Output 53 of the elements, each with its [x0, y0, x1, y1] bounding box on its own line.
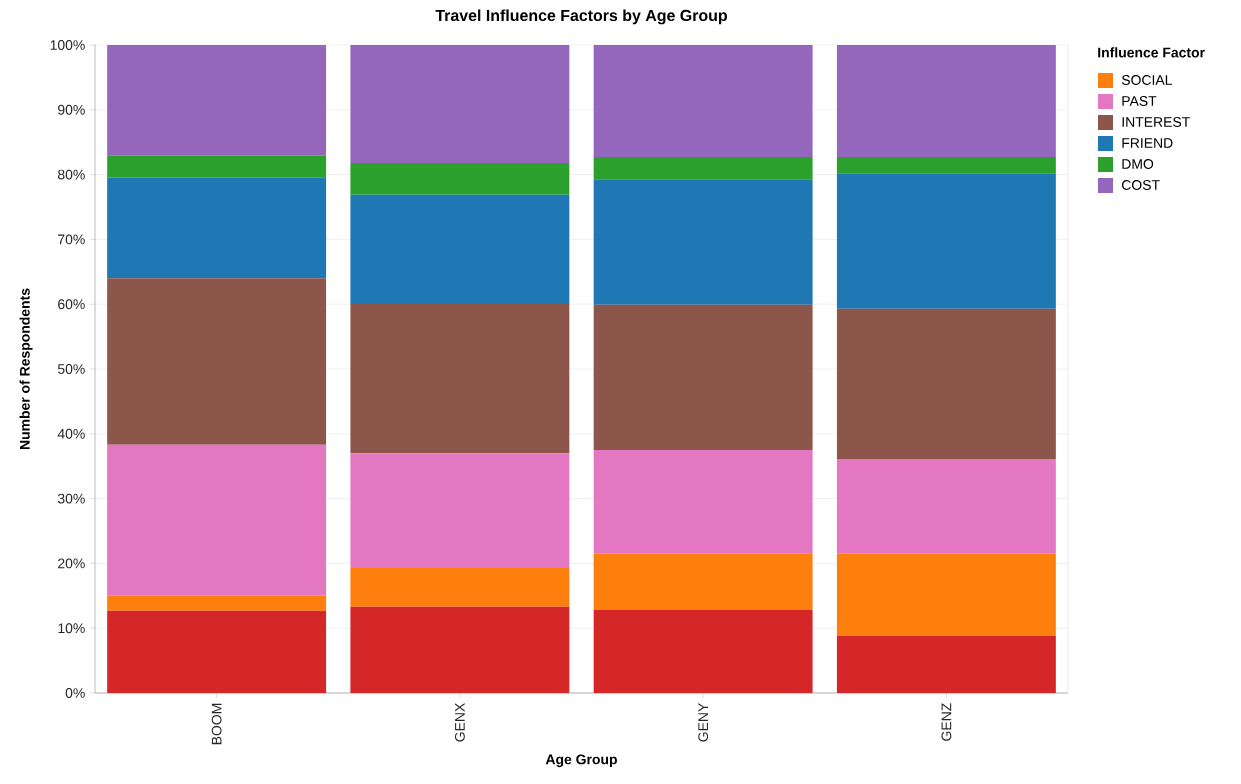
bar: [107, 444, 327, 596]
bar: [593, 179, 813, 305]
bar: [593, 610, 813, 693]
legend-label: COST: [1121, 180, 1160, 190]
legend-label: DMO: [1122, 159, 1154, 169]
y-tick-label: 60%: [58, 299, 85, 310]
legend-label: FRIEND: [1122, 138, 1173, 148]
bar: [350, 606, 570, 693]
y-tick-label: 50%: [57, 364, 85, 374]
x-tick-label: BOOM: [211, 703, 222, 745]
bar: [350, 44, 570, 163]
x-tick-label: GENY: [698, 703, 709, 742]
bar: [107, 44, 327, 156]
bar: [593, 304, 813, 450]
y-tick-label: 0%: [65, 688, 85, 698]
bar: [107, 595, 327, 611]
bar: [836, 308, 1056, 460]
legend-label: INTEREST: [1122, 117, 1190, 127]
y-tick-label: 100%: [50, 40, 85, 50]
x-axis-title: Age Group: [545, 754, 617, 768]
y-tick-label: 10%: [58, 623, 85, 634]
y-tick-label: 70%: [58, 234, 85, 245]
bar: [593, 553, 813, 611]
chart-title: Travel Influence Factors by Age Group: [435, 9, 727, 25]
y-tick-label: 90%: [58, 104, 85, 115]
bar: [593, 44, 813, 158]
bar: [350, 302, 570, 454]
bar: [107, 155, 327, 178]
legend-label: PAST: [1122, 96, 1157, 106]
y-tick-label: 80%: [57, 169, 85, 180]
y-axis-title: Number of Respondents: [19, 288, 33, 450]
y-tick-label: 20%: [58, 558, 85, 569]
bar: [350, 194, 570, 303]
y-tick-label: 30%: [57, 493, 85, 504]
bar: [593, 157, 813, 180]
bar: [836, 635, 1056, 693]
bar: [107, 610, 327, 693]
bar: [350, 162, 570, 195]
bar: [836, 44, 1056, 158]
bar: [836, 173, 1056, 309]
y-tick-label: 40%: [57, 428, 85, 439]
legend-title: Influence Factor: [1098, 47, 1205, 58]
x-tick-label: GENZ: [941, 703, 952, 741]
bar: [836, 157, 1056, 174]
bar: [836, 459, 1056, 554]
bar: [836, 553, 1056, 636]
bar: [593, 449, 813, 554]
bar: [350, 453, 570, 568]
legend-label: SOCIAL: [1121, 75, 1172, 85]
x-tick-label: GENX: [454, 703, 465, 742]
bar: [107, 278, 327, 445]
bar: [350, 567, 570, 607]
bar: [107, 177, 327, 279]
